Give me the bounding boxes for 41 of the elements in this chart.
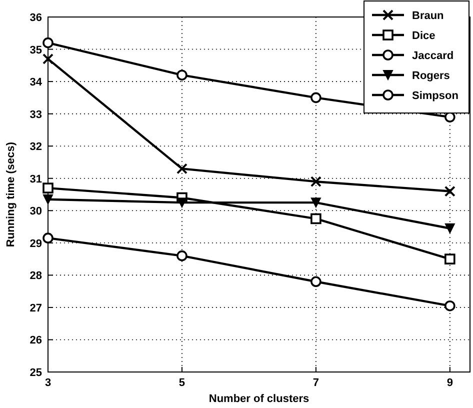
point (42, 232, 54, 244)
legend-label: Braun (412, 10, 444, 22)
point (42, 53, 54, 64)
legend-label: Jaccard (412, 50, 454, 62)
point (176, 163, 188, 174)
y-tick-label: 26 (30, 334, 42, 347)
legend-label: Dice (412, 30, 436, 42)
x-tick-label: 5 (178, 377, 186, 389)
point (310, 92, 322, 104)
point (176, 250, 188, 262)
x-tick-label: 3 (44, 377, 52, 389)
point (444, 223, 455, 234)
y-tick-label: 34 (30, 76, 43, 89)
point (176, 198, 187, 208)
y-tick-label: 35 (30, 44, 42, 56)
y-tick-label: 28 (30, 270, 42, 282)
point (310, 276, 322, 288)
point (444, 186, 456, 197)
y-tick-label: 25 (30, 367, 42, 379)
point (444, 300, 456, 312)
point (176, 70, 188, 80)
y-tick-label: 33 (30, 108, 42, 121)
y-tick-label: 29 (30, 238, 42, 250)
y-tick-label: 32 (30, 141, 42, 154)
point (444, 254, 456, 264)
point (42, 182, 54, 194)
y-tick-label: 31 (30, 173, 42, 186)
point (42, 37, 54, 48)
y-tick-label: 36 (30, 12, 42, 24)
point (310, 213, 322, 224)
point (43, 194, 53, 204)
x-tick-label: 9 (446, 377, 453, 389)
legend-label: Rogers (412, 70, 450, 82)
x-axis-title: Number of clusters (208, 393, 310, 405)
x-tick-label: 7 (312, 377, 319, 389)
y-tick-label: 27 (30, 302, 42, 314)
y-axis-title: Running time (secs) (5, 142, 17, 248)
legend-label: Simpson (412, 90, 459, 102)
point (310, 198, 321, 208)
y-tick-label: 30 (30, 206, 42, 218)
point (310, 176, 322, 188)
